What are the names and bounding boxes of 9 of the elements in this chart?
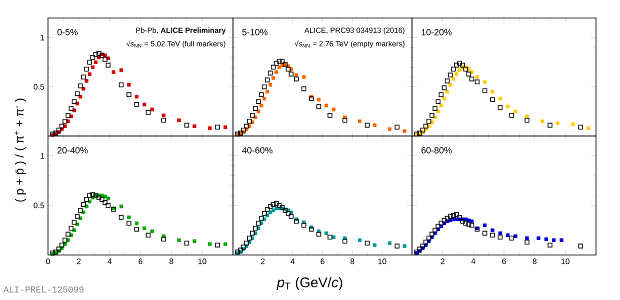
text: 5-10% (242, 28, 268, 36)
text: 10-20% (422, 28, 452, 36)
y-axis-title: ( p + p̄ ) / ( π$^{+}$ + π$^{-}$ ) (14, 98, 26, 202)
text: 60-80% (422, 147, 452, 154)
x-axis-title: p$_{T}$ (GeV/c) (276, 277, 342, 290)
text: 40-60% (242, 147, 272, 154)
text: 20-40% (58, 147, 88, 154)
text: ALI-PREL-125099 (3, 286, 84, 293)
text: 0-5% (57, 28, 78, 36)
